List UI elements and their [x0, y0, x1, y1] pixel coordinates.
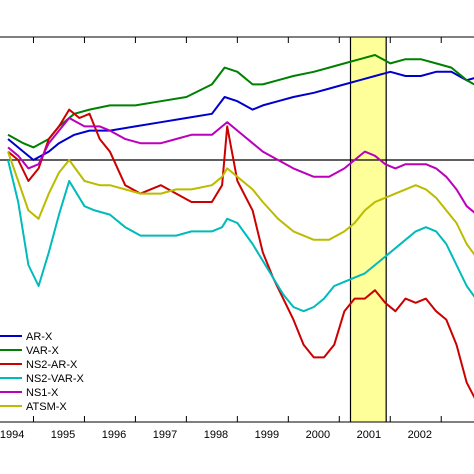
legend-label: NS2-VAR-X [26, 373, 85, 385]
series-line-var-x [7, 54, 474, 149]
series-line-ns1-x [7, 117, 474, 214]
legend-label: VAR-X [26, 345, 59, 357]
legend-label: ATSM-X [26, 401, 67, 413]
legend-label: NS2-AR-X [26, 359, 78, 371]
x-tick-label: 1996 [102, 429, 126, 441]
x-tick-label: 1997 [153, 429, 177, 441]
x-tick-label: 2002 [408, 429, 432, 441]
axis-layer: 1994 1995 1996 1997 1998 1999 2000 2001 2002 [0, 36, 474, 441]
legend-label: NS1-X [26, 387, 59, 399]
x-tick-label: 1995 [51, 429, 75, 441]
series-line-atsm-x [7, 151, 474, 256]
x-tick-label: 1999 [255, 429, 279, 441]
highlight-band [350, 37, 387, 422]
x-tick-label: 1998 [204, 429, 228, 441]
series-line-ns2-var-x [7, 159, 474, 313]
x-tick-label: 2001 [357, 429, 381, 441]
series-line-ar-x [7, 70, 474, 161]
legend-label: AR-X [26, 331, 53, 343]
x-tick-label: 2000 [306, 429, 330, 441]
legend: AR-X VAR-X NS2-AR-X NS2-VAR-X NS1-X ATSM-X [0, 328, 112, 414]
series-layer [7, 54, 474, 399]
series-line-ns2-ar-x [7, 108, 474, 399]
legend-box [0, 328, 112, 414]
highlight-band-layer [349, 37, 387, 422]
x-tick-label: 1994 [0, 429, 24, 441]
